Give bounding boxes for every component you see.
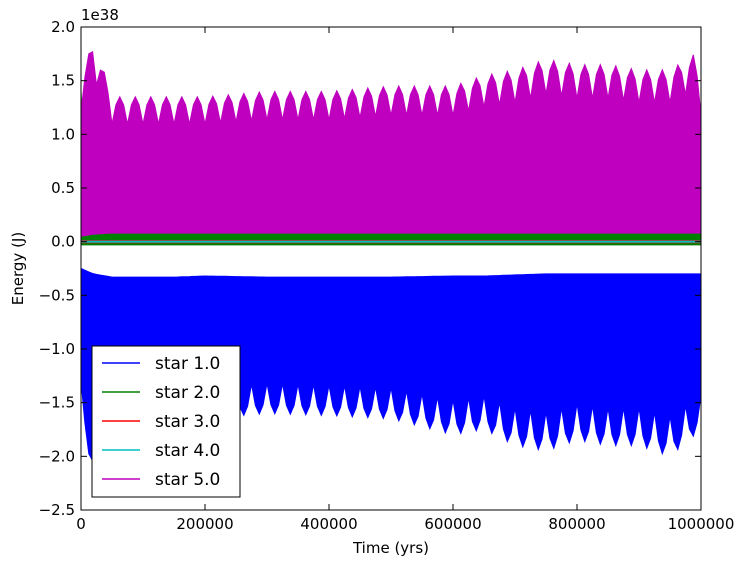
legend-label: star 3.0 [155, 412, 220, 432]
legend-label: star 4.0 [155, 441, 220, 461]
plot-area [81, 51, 701, 463]
y-tick-label: −2.0 [39, 447, 75, 465]
x-axis-label: Time (yrs) [352, 539, 429, 557]
series-band [81, 240, 701, 243]
series-band [81, 267, 701, 463]
legend-label: star 5.0 [155, 470, 220, 490]
y-tick-label: −0.5 [39, 286, 75, 304]
y-tick-label: −1.5 [39, 394, 75, 412]
series-star-4-0 [81, 240, 701, 243]
y-scale-label: 1e38 [81, 6, 119, 24]
y-tick-label: −1.0 [39, 340, 75, 358]
x-tick-label: 200000 [176, 515, 233, 533]
x-tick-label: 600000 [424, 515, 481, 533]
legend-label: star 1.0 [155, 354, 220, 374]
y-tick-label: 1.0 [51, 125, 75, 143]
x-tick-label: 1000000 [668, 515, 735, 533]
y-tick-label: 1.5 [51, 72, 75, 90]
x-tick-label: 800000 [548, 515, 605, 533]
y-tick-label: 0.5 [51, 179, 75, 197]
y-tick-label: −2.5 [39, 501, 75, 519]
legend-label: star 2.0 [155, 383, 220, 403]
series-band [81, 51, 701, 237]
x-tick-label: 0 [76, 515, 86, 533]
series-star-5-0 [81, 51, 701, 237]
y-axis-label: Energy (J) [9, 232, 27, 305]
x-tick-label: 400000 [300, 515, 357, 533]
axes-frame [80, 26, 702, 511]
y-tick-label: 0.0 [51, 233, 75, 251]
series-star-1-0 [81, 267, 701, 463]
y-tick-label: 2.0 [51, 18, 75, 36]
legend: star 1.0 star 2.0 star 3.0 star 4.0 star 5.0 [91, 345, 241, 498]
axes: 0 200000 400000 600000 800000 1000000 2.0 1.5 1.… [39, 18, 735, 533]
